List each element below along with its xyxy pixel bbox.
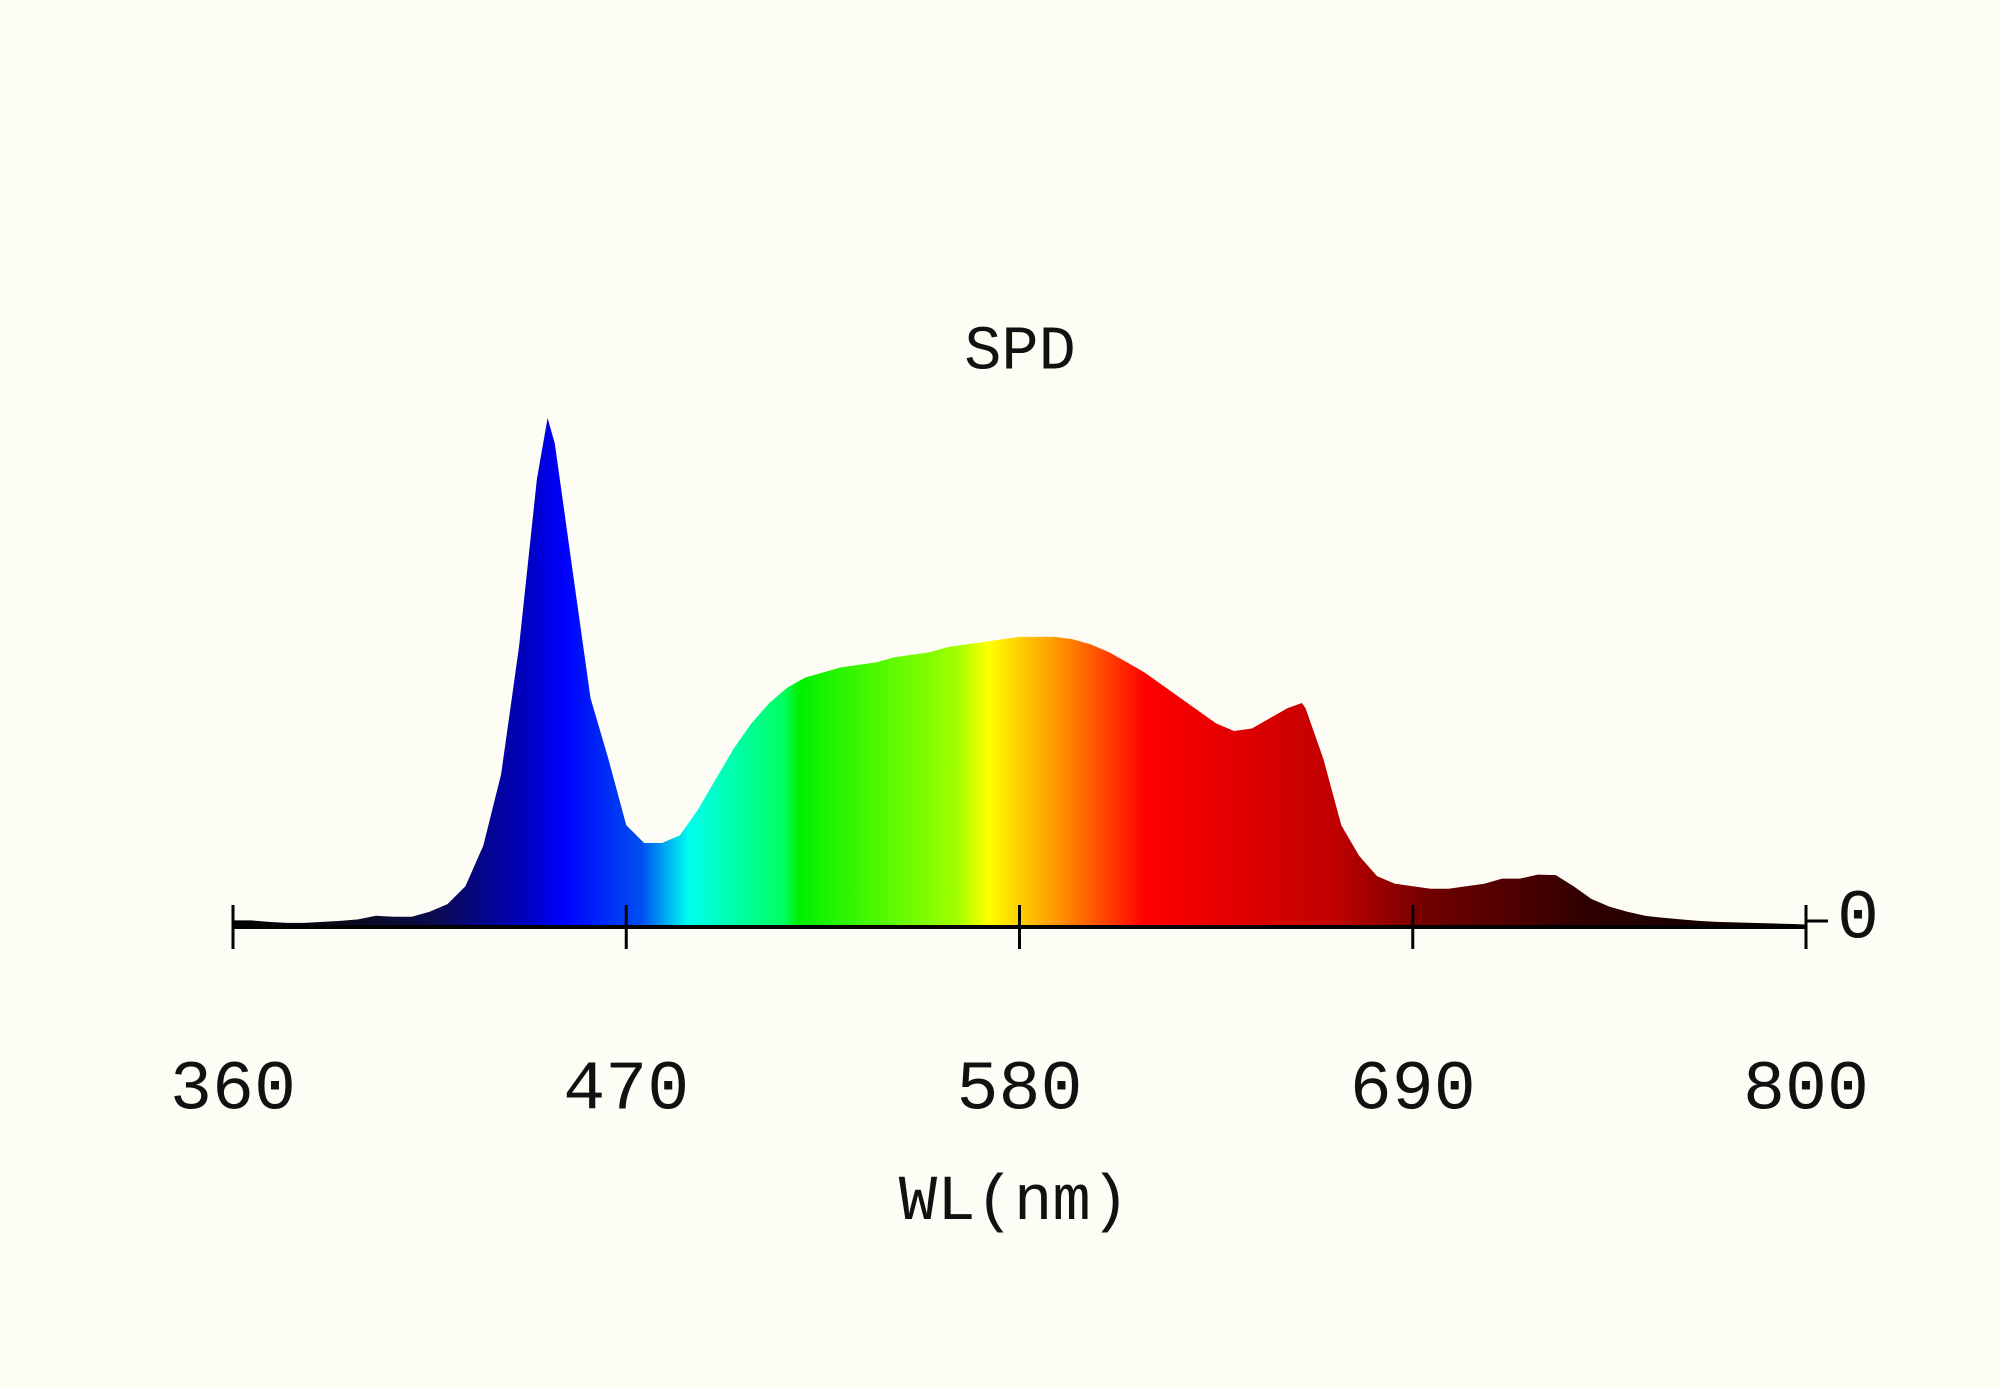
chart-title: SPD (964, 316, 1076, 387)
spectrum-area (233, 418, 1806, 927)
x-tick-label: 800 (1743, 1051, 1869, 1130)
x-tick-label: 360 (170, 1051, 296, 1130)
x-tick-label: 690 (1350, 1051, 1476, 1130)
y-tick-label: 0 (1837, 880, 1879, 959)
x-axis-label: WL(nm) (899, 1167, 1129, 1239)
x-tick-label: 470 (563, 1051, 689, 1130)
x-tick-label: 580 (956, 1051, 1082, 1130)
